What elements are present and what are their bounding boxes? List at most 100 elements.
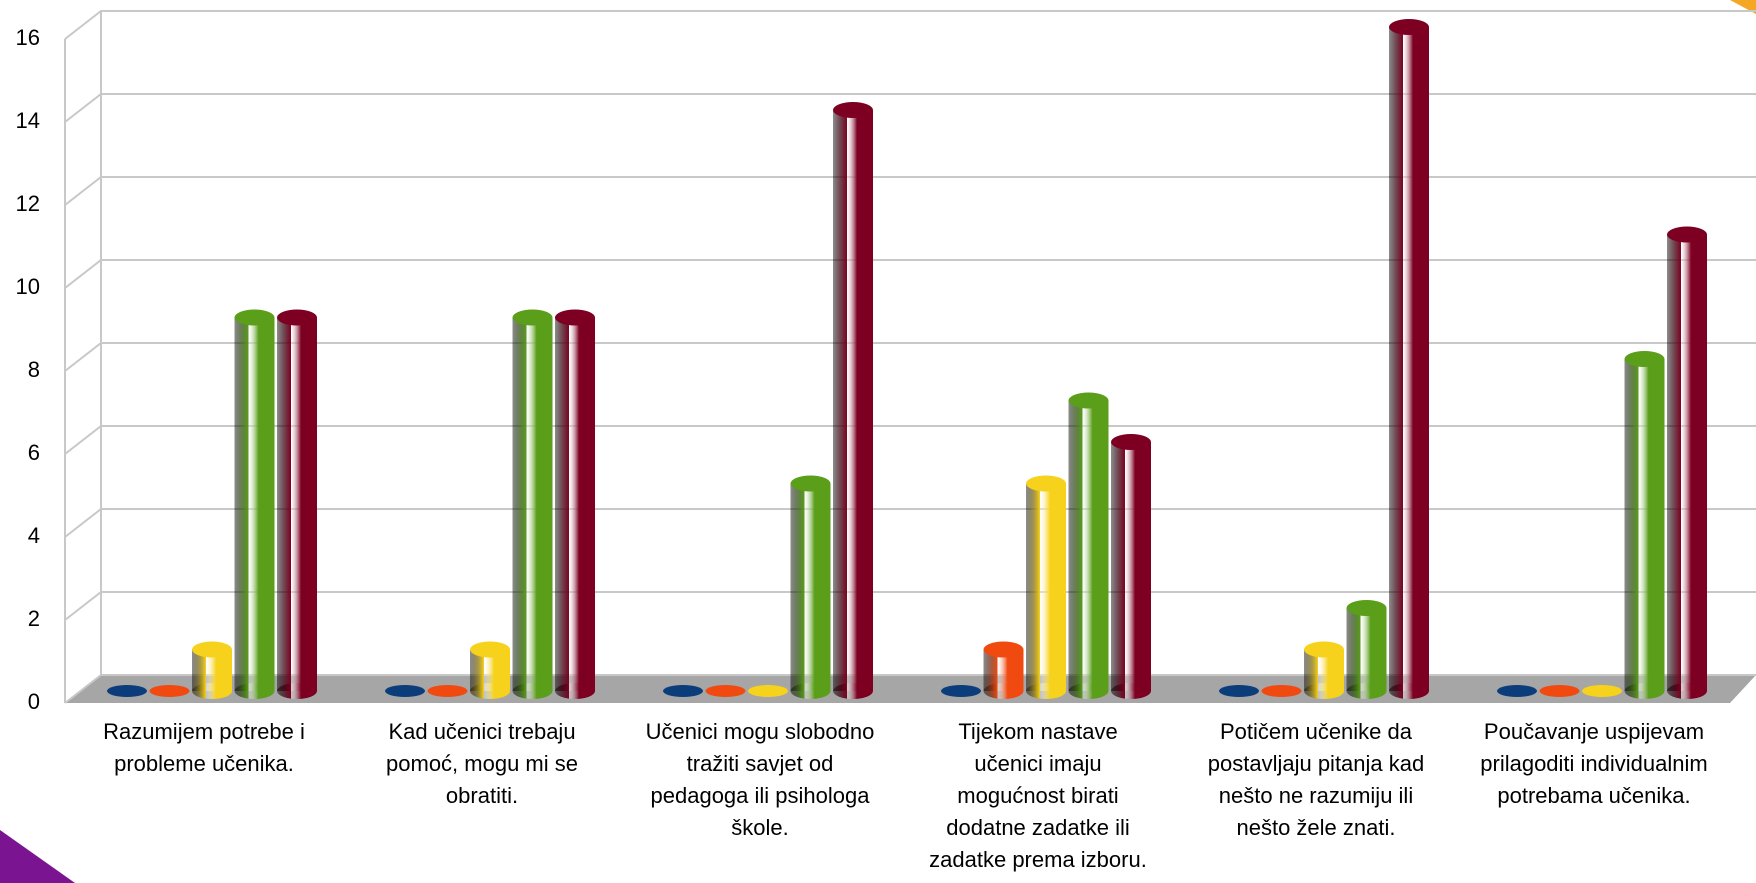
x-tick-label: Kad učenici trebaju pomoć, mogu mi se ob… (386, 719, 578, 808)
bar-body (833, 110, 873, 691)
bar-top (1389, 19, 1429, 35)
bar-top (833, 102, 873, 118)
bar (1219, 685, 1259, 697)
bar-top (1539, 685, 1580, 697)
y-tick-label: 0 (28, 689, 40, 714)
y-tick-label: 6 (28, 440, 40, 465)
bar (277, 309, 317, 699)
bar (107, 685, 147, 697)
bar-top (149, 685, 190, 697)
bar-body (512, 317, 553, 691)
bar (790, 475, 831, 699)
x-tick-label: Učenici mogu slobodno tražiti savjet od … (645, 719, 875, 840)
x-tick-label: Potičem učenike da postavljaju pitanja k… (1207, 719, 1425, 840)
bar-top (277, 309, 317, 326)
grid-line (64, 425, 1756, 455)
grid-line (64, 10, 1756, 40)
x-tick-label: Razumijem potrebe i probleme učenika. (103, 719, 305, 776)
bar-top (1068, 392, 1109, 409)
bar (1389, 19, 1429, 699)
bar-top (663, 685, 703, 697)
bar (149, 685, 190, 697)
y-tick-label: 8 (28, 357, 40, 382)
y-tick-label: 12 (16, 191, 40, 216)
grid-line (64, 342, 1756, 372)
bar-top (1624, 351, 1665, 367)
bar-top (192, 641, 232, 658)
bar (555, 309, 595, 699)
bar (1026, 475, 1066, 699)
bar (941, 685, 981, 697)
bar (1111, 434, 1151, 699)
bar-top (1219, 685, 1259, 697)
bar (385, 685, 425, 697)
bar (1261, 685, 1302, 697)
bar-top (1026, 475, 1066, 492)
bar-top (555, 309, 595, 326)
x-tick-label: Poučavanje uspijevam prilagoditi individ… (1480, 719, 1708, 808)
bar-body (1667, 234, 1707, 691)
decoration (0, 830, 75, 883)
bar-top (470, 641, 510, 658)
x-tick-label: Tijekom nastave učenici imaju mogućnost … (929, 719, 1147, 872)
bar-top (1497, 685, 1537, 697)
bar (470, 641, 510, 699)
bar-top (1261, 685, 1302, 697)
bar (1346, 600, 1387, 699)
grid-line (64, 259, 1756, 289)
bar-top (1582, 685, 1622, 697)
bar-body (1111, 442, 1151, 691)
bar-body (790, 483, 831, 691)
bar-top (427, 685, 468, 697)
bar-top (983, 641, 1024, 658)
bar-body (234, 317, 275, 691)
bar-body (1624, 359, 1665, 691)
bar-top (512, 309, 553, 326)
y-tick-label: 2 (28, 606, 40, 631)
bar-top (941, 685, 981, 697)
bar (748, 685, 788, 697)
bar (1624, 351, 1665, 699)
bar (1539, 685, 1580, 697)
bar (705, 685, 746, 697)
bar-body (1346, 608, 1387, 691)
bar (1582, 685, 1622, 697)
bar-body (555, 317, 595, 691)
bar-top (107, 685, 147, 697)
grid-line (64, 591, 1756, 621)
bar (1667, 226, 1707, 699)
grid-line (64, 176, 1756, 206)
bar-top (790, 475, 831, 492)
bar-body (1068, 400, 1109, 691)
grid-line (64, 674, 1756, 704)
y-tick-label: 14 (16, 108, 40, 133)
bar-body (1389, 27, 1429, 691)
bar (663, 685, 703, 697)
bar-top (1111, 434, 1151, 450)
bar-top (234, 309, 275, 326)
bar (512, 309, 553, 699)
bar-top (385, 685, 425, 697)
bar-top (1667, 226, 1707, 243)
grid-line (64, 508, 1756, 538)
bar-body (277, 317, 317, 691)
y-tick-label: 4 (28, 523, 40, 548)
bar-top (705, 685, 746, 697)
grid-line (64, 93, 1756, 123)
bar-top (1304, 641, 1344, 658)
bar (1068, 392, 1109, 699)
bar-top (748, 685, 788, 697)
y-tick-label: 16 (16, 25, 40, 50)
bar (983, 641, 1024, 699)
bar-body (1026, 483, 1066, 691)
bar (192, 641, 232, 699)
bar-top (1346, 600, 1387, 616)
bar (833, 102, 873, 699)
y-tick-label: 10 (16, 274, 40, 299)
bar (427, 685, 468, 697)
bar (1497, 685, 1537, 697)
bar (1304, 641, 1344, 699)
bar (234, 309, 275, 699)
